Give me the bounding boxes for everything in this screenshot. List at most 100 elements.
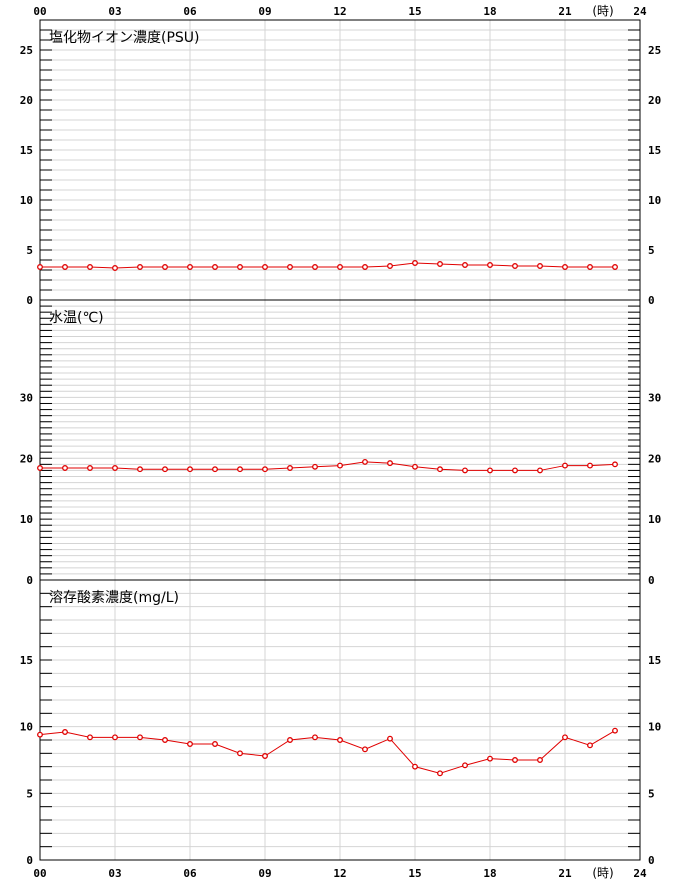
data-point — [562, 462, 568, 469]
data-point — [462, 762, 468, 769]
data-point — [62, 729, 68, 735]
data-point — [537, 467, 543, 474]
data-point — [512, 467, 518, 474]
data-point — [362, 458, 368, 465]
y-tick-label-right: 10 — [648, 194, 661, 207]
data-point — [562, 264, 568, 270]
data-point — [312, 463, 318, 470]
data-point — [387, 735, 393, 742]
x-tick-label-bottom: 18 — [483, 867, 496, 880]
y-tick-label-right: 5 — [648, 244, 655, 257]
y-tick-label-left: 25 — [20, 44, 33, 57]
data-point — [337, 462, 343, 469]
data-point — [287, 737, 293, 743]
data-point — [587, 742, 593, 749]
y-tick-label-left: 20 — [20, 94, 33, 107]
x-tick-label-bottom: 06 — [183, 867, 197, 880]
data-point — [387, 460, 393, 467]
data-point — [187, 466, 193, 473]
data-point — [387, 263, 393, 269]
data-point — [212, 741, 218, 747]
x-tick-label-top: 21 — [558, 5, 572, 18]
series-line — [40, 262, 615, 269]
data-point — [412, 260, 418, 266]
data-point — [112, 734, 118, 741]
x-tick-label-bottom: 09 — [258, 867, 271, 880]
data-point — [37, 264, 43, 270]
y-tick-label-left: 30 — [20, 391, 33, 404]
data-point — [137, 734, 143, 741]
data-point — [187, 741, 193, 747]
data-point — [537, 263, 543, 269]
x-tick-label-bottom: 00 — [33, 867, 46, 880]
data-point — [512, 757, 518, 763]
x-tick-label-bottom: 12 — [333, 867, 346, 880]
data-point — [62, 264, 68, 270]
data-point — [287, 264, 293, 270]
y-tick-label-right: 10 — [648, 721, 661, 734]
x-tick-label-bottom: 03 — [108, 867, 121, 880]
data-point — [612, 727, 618, 734]
y-tick-label-right: 0 — [648, 574, 655, 587]
x-tick-label-bottom: 15 — [408, 867, 421, 880]
data-point — [37, 731, 43, 738]
data-point — [262, 753, 268, 759]
data-point — [487, 755, 493, 762]
x-tick-label-bottom: 21 — [558, 867, 572, 880]
x-tick-label-top: 15 — [408, 5, 421, 18]
data-point — [237, 264, 243, 270]
data-point — [212, 264, 218, 270]
y-tick-label-left: 10 — [20, 721, 33, 734]
data-point — [462, 467, 468, 474]
series-line — [39, 730, 616, 774]
data-point — [437, 261, 443, 267]
data-point — [212, 466, 218, 473]
data-point — [87, 465, 93, 471]
data-point — [487, 467, 493, 474]
panel-frame — [39, 579, 641, 861]
panel-title: 水温(℃) — [49, 310, 104, 326]
data-point — [337, 264, 343, 270]
y-tick-label-right: 30 — [648, 391, 661, 404]
data-point — [362, 746, 368, 753]
y-tick-label-right: 15 — [648, 654, 661, 667]
data-point — [262, 264, 268, 270]
data-point — [537, 757, 543, 763]
y-tick-label-left: 0 — [26, 854, 33, 867]
x-unit-label-bottom: (時) — [592, 866, 613, 880]
data-point — [337, 737, 343, 743]
data-point — [62, 465, 68, 471]
x-tick-label-top: 00 — [33, 5, 46, 18]
x-tick-label-top: 06 — [183, 5, 197, 18]
data-point — [187, 264, 193, 270]
data-point — [312, 264, 318, 270]
data-point — [262, 466, 268, 473]
data-point — [437, 466, 443, 473]
y-tick-label-right: 0 — [648, 854, 655, 867]
data-point — [112, 265, 118, 271]
y-tick-label-left: 20 — [20, 452, 33, 465]
panel-title: 塩化物イオン濃度(PSU) — [49, 30, 200, 46]
data-point — [437, 770, 443, 777]
y-tick-label-right: 15 — [648, 144, 661, 157]
data-point — [562, 734, 568, 741]
y-tick-label-left: 15 — [20, 654, 33, 667]
y-tick-label-left: 0 — [26, 574, 33, 587]
x-tick-label-top: 12 — [333, 5, 346, 18]
data-point — [487, 262, 493, 268]
y-tick-label-right: 25 — [648, 44, 661, 57]
x-tick-label-top: 09 — [258, 5, 271, 18]
data-point — [612, 461, 618, 468]
x-tick-label-top: 18 — [483, 5, 496, 18]
data-point — [37, 465, 43, 471]
x-tick-label-bottom: 24 — [633, 867, 647, 880]
y-tick-label-right: 20 — [648, 452, 661, 465]
y-tick-label-left: 5 — [26, 244, 33, 257]
data-point — [412, 763, 418, 770]
data-point — [237, 466, 243, 473]
y-tick-label-left: 10 — [20, 513, 33, 526]
data-point — [587, 462, 593, 469]
y-tick-label-left: 10 — [20, 194, 33, 207]
data-point — [362, 264, 368, 270]
data-point — [237, 750, 243, 757]
